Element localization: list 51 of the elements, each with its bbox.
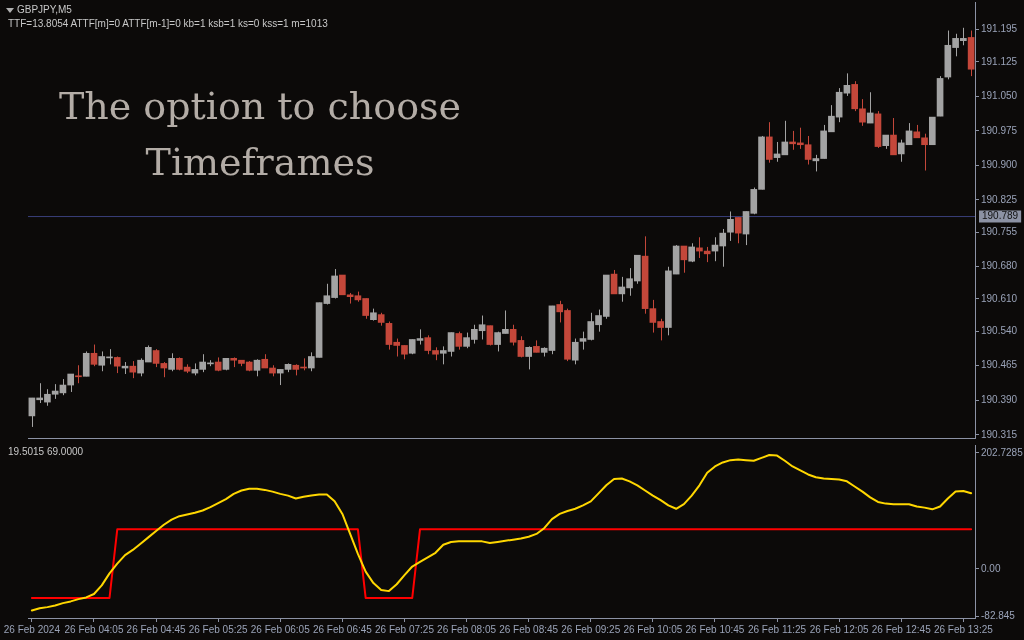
x-tick-label: 26 Feb 06:45 xyxy=(312,623,373,635)
x-tick-label: 26 Feb 11:25 xyxy=(747,623,807,635)
x-tick-label: 26 Feb 10:45 xyxy=(685,623,745,635)
x-tick-label: 26 Feb 07:25 xyxy=(375,623,435,635)
y-tick-label: -82.845 xyxy=(981,609,1016,621)
x-tick-label: 26 Feb 2024 xyxy=(3,623,61,635)
x-tick-label: 26 Feb 13:25 xyxy=(933,623,994,635)
candlestick xyxy=(928,116,936,146)
x-tick-label: 26 Feb 12:45 xyxy=(871,623,932,635)
x-tick-label: 26 Feb 04:05 xyxy=(64,623,124,635)
x-tick-label: 26 Feb 08:45 xyxy=(499,623,559,635)
candlestick xyxy=(82,350,90,377)
annotation: The option to choose Timeframes xyxy=(57,83,463,186)
chart-title: 19.5015 69.0000 xyxy=(8,446,84,457)
candlestick xyxy=(75,364,82,384)
y-tick-label: 191.125 xyxy=(981,55,1018,67)
y-tick-label: 190.390 xyxy=(981,394,1018,405)
candlestick xyxy=(370,308,377,322)
y-tick-label: 190.680 xyxy=(981,260,1018,272)
candlestick xyxy=(455,331,463,351)
y-tick-label: 191.050 xyxy=(981,90,1018,102)
text: TTF=13.8054 ATTF[m]=0 ATTF[m-1]=0 kb=1 ksb=1 ks=0 kss=1 m=1013 xyxy=(8,18,328,29)
candlestick xyxy=(525,345,532,370)
candlestick xyxy=(727,210,734,242)
candlestick xyxy=(571,338,579,365)
candlestick xyxy=(113,356,121,374)
ref-line-label: 190.789 xyxy=(982,210,1019,222)
candlestick xyxy=(214,356,222,372)
y-tick-label: 190.900 xyxy=(981,159,1018,171)
x-tick-label: 26 Feb 10:05 xyxy=(623,623,683,635)
y-tick-label: 190.755 xyxy=(981,225,1018,237)
x-tick-label: 26 Feb 09:25 xyxy=(561,623,621,635)
candlestick xyxy=(168,352,175,372)
y-tick-label: 190.825 xyxy=(981,193,1018,205)
x-tick-label: 26 Feb 08:05 xyxy=(437,623,497,635)
chart-title: GBPJPY,M5 xyxy=(17,4,72,15)
y-tick-label: 190.610 xyxy=(981,292,1018,304)
y-tick-label: 0.00 xyxy=(981,562,1001,574)
x-tick-label: 26 Feb 04:45 xyxy=(126,623,186,635)
y-tick-label: 190.465 xyxy=(981,359,1018,371)
y-tick-label: 190.975 xyxy=(981,124,1018,136)
y-tick-label: 190.315 xyxy=(981,428,1018,440)
x-tick-label: 26 Feb 05:25 xyxy=(188,623,249,635)
y-tick-label: 190.540 xyxy=(981,324,1018,336)
y-tick-label: 202.7285 xyxy=(981,446,1024,458)
y-tick-label: 191.195 xyxy=(981,23,1018,35)
candlestick xyxy=(377,312,385,327)
candlestick xyxy=(688,242,696,263)
x-tick-label: 26 Feb 12:05 xyxy=(809,623,870,635)
candlestick xyxy=(533,339,540,353)
x-tick-label: 26 Feb 06:05 xyxy=(250,623,311,635)
